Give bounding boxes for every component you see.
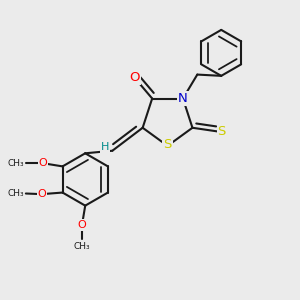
Text: O: O [129, 71, 140, 84]
Text: CH₃: CH₃ [74, 242, 90, 251]
Text: O: O [38, 189, 46, 199]
Text: H: H [101, 142, 110, 152]
Text: N: N [178, 92, 188, 105]
Text: O: O [78, 220, 86, 230]
Text: S: S [164, 138, 172, 151]
Text: S: S [218, 125, 226, 138]
Text: CH₃: CH₃ [8, 159, 25, 168]
Text: CH₃: CH₃ [8, 189, 24, 198]
Text: O: O [38, 158, 47, 168]
